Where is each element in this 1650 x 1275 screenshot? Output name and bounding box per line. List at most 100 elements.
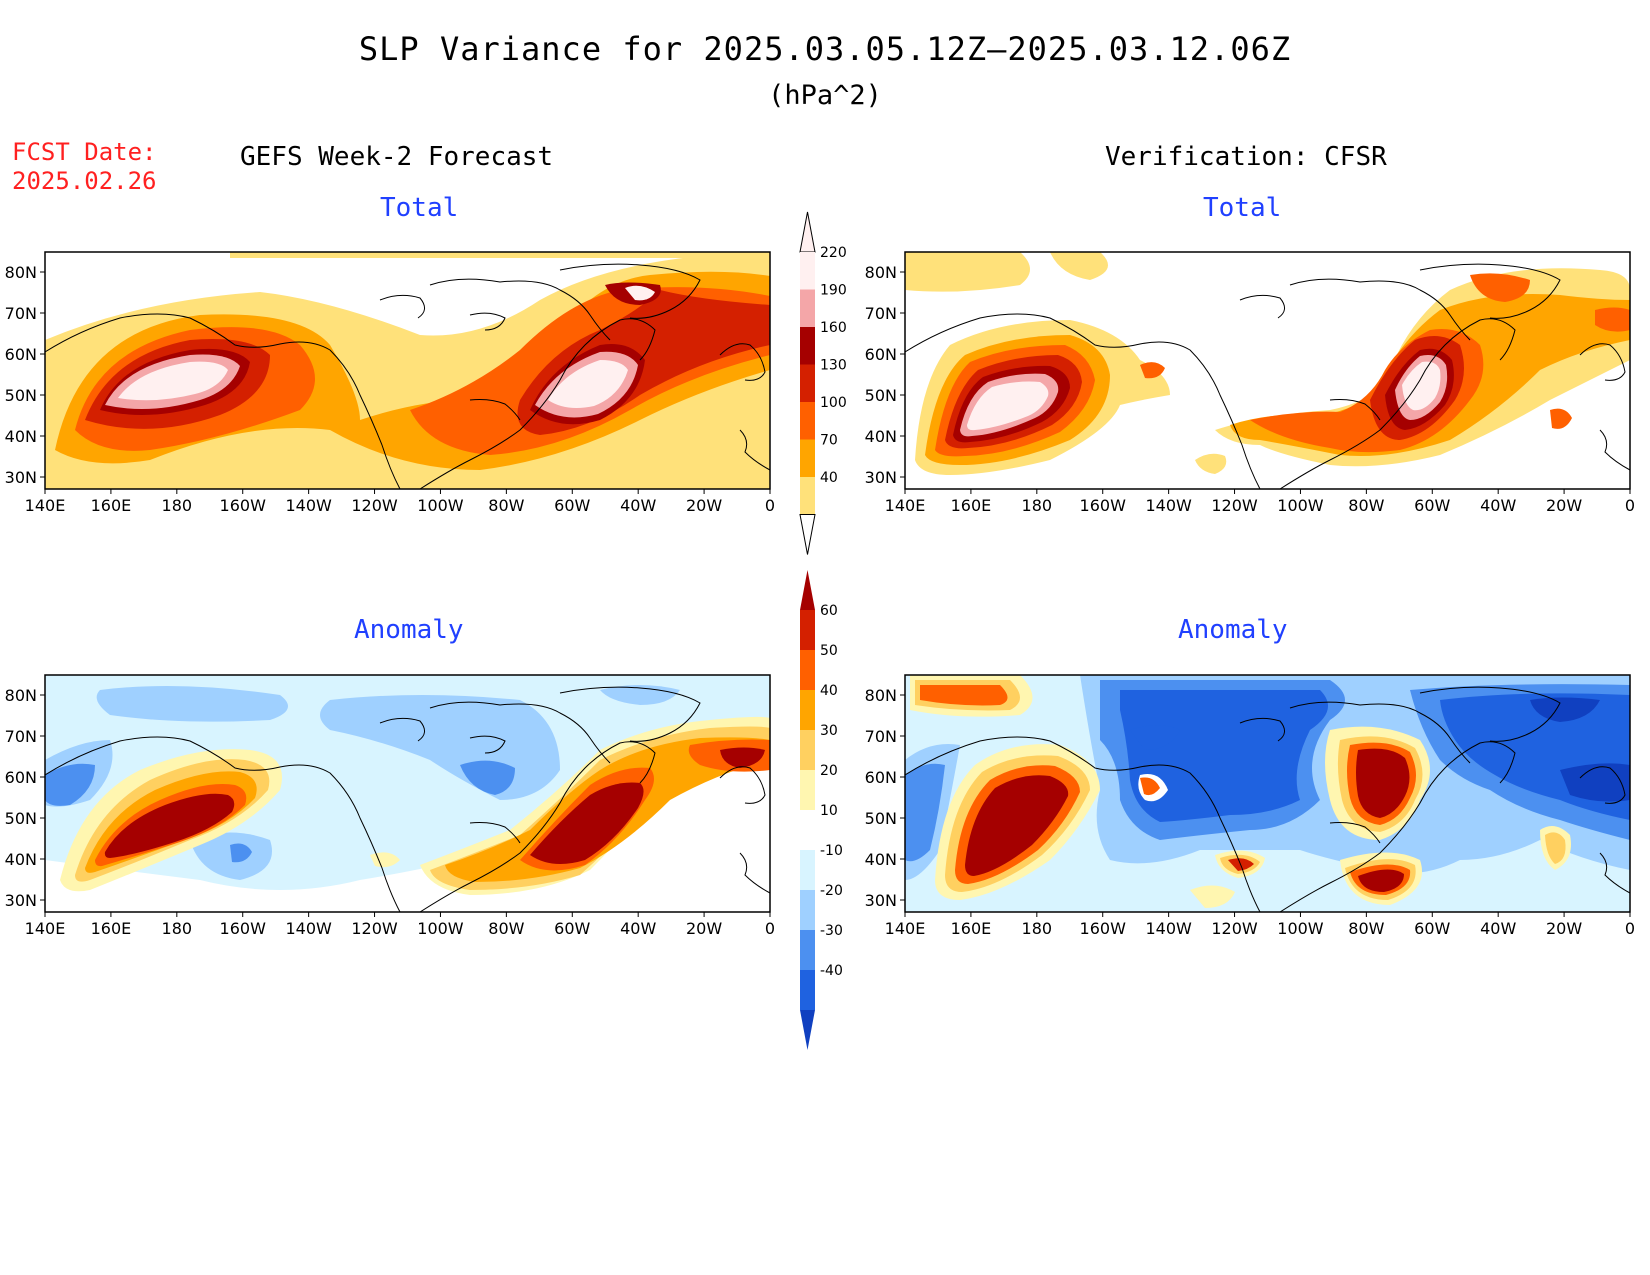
verification-total-lon-label: 120W xyxy=(1211,496,1258,515)
forecast-total-lat-label: 50N xyxy=(5,386,37,405)
verification-anomaly-lat-label: 30N xyxy=(865,891,897,910)
verification-anomaly-lat-label: 40N xyxy=(865,850,897,869)
verification-total-lat-label: 40N xyxy=(865,427,897,446)
verification-anomaly-lon-label: 160W xyxy=(1080,919,1127,938)
forecast-anomaly-lon-label: 60W xyxy=(554,919,590,938)
anomaly-colorbar-label: -40 xyxy=(820,963,843,979)
verification-anomaly-lon-label: 80W xyxy=(1348,919,1384,938)
total-colorbar-label: 40 xyxy=(820,470,838,486)
forecast-date-value: 2025.02.26 xyxy=(12,167,157,195)
total-colorbar-label: 220 xyxy=(820,245,847,261)
forecast-anomaly-lon-label: 120W xyxy=(351,919,398,938)
verification-column-title: Verification: CFSR xyxy=(1105,142,1387,172)
verification-total-lon-label: 140W xyxy=(1145,496,1192,515)
forecast-date: FCST Date: 2025.02.26 xyxy=(12,138,157,196)
anomaly-colorbar-label: 30 xyxy=(820,723,838,739)
verification-anomaly-lon-label: 40W xyxy=(1480,919,1516,938)
verification-anomaly-lat-label: 70N xyxy=(865,727,897,746)
forecast-total-title: Total xyxy=(380,193,459,223)
forecast-anomaly-lon-label: 160E xyxy=(91,919,132,938)
anomaly-colorbar-box xyxy=(800,610,815,650)
total-colorbar-label: 190 xyxy=(820,283,847,299)
forecast-total-lon-label: 20W xyxy=(686,496,722,515)
anomaly-colorbar: 60 50 40 30 20 10 -10 -20 -30 -40 xyxy=(800,570,843,1050)
anomaly-colorbar-label: 20 xyxy=(820,763,838,779)
anomaly-colorbar-label: -30 xyxy=(820,923,843,939)
anomaly-colorbar-box xyxy=(800,770,815,810)
total-colorbar-top-arrow xyxy=(799,211,816,253)
verification-anomaly-lon-label: 160E xyxy=(951,919,992,938)
verification-total-lon-label: 160E xyxy=(951,496,992,515)
anomaly-colorbar-box xyxy=(800,650,815,690)
forecast-total-lat-label: 40N xyxy=(5,427,37,446)
verification-anomaly-lon-label: 140E xyxy=(885,919,926,938)
page-title: SLP Variance for 2025.03.05.12Z–2025.03.… xyxy=(358,30,1292,68)
forecast-anomaly-lon-label: 20W xyxy=(686,919,722,938)
verification-total-lat-label: 50N xyxy=(865,386,897,405)
verification-anomaly-lon-label: 140W xyxy=(1145,919,1192,938)
forecast-total-lon-label: 0 xyxy=(765,496,775,515)
anomaly-colorbar-label: 50 xyxy=(820,643,838,659)
total-colorbar-box xyxy=(800,289,815,327)
verification-total-lon-label: 40W xyxy=(1480,496,1516,515)
verification-anomaly-lat-label: 60N xyxy=(865,768,897,787)
verification-anomaly-title: Anomaly xyxy=(1178,615,1288,645)
anomaly-colorbar-label: 40 xyxy=(820,683,838,699)
verification-total-lon-label: 160W xyxy=(1080,496,1127,515)
anomaly-colorbar-label: -20 xyxy=(820,883,843,899)
forecast-date-label: FCST Date: xyxy=(12,138,157,166)
forecast-anomaly-lon-label: 80W xyxy=(488,919,524,938)
forecast-total-lon-label: 100W xyxy=(417,496,464,515)
forecast-total-lon-label: 160W xyxy=(220,496,267,515)
anomaly-colorbar-box xyxy=(800,850,815,890)
total-colorbar-box xyxy=(800,252,815,290)
anomaly-colorbar-box xyxy=(800,970,815,1010)
verification-anomaly-map xyxy=(904,674,1631,913)
total-colorbar-label: 70 xyxy=(820,433,838,449)
forecast-total-lon-label: 160E xyxy=(91,496,132,515)
forecast-total-lon-label: 180 xyxy=(162,496,193,515)
total-colorbar-label: 130 xyxy=(820,358,847,374)
verification-total-lon-label: 0 xyxy=(1625,496,1635,515)
verification-total-lon-label: 20W xyxy=(1546,496,1582,515)
forecast-total-lat-label: 80N xyxy=(5,263,37,282)
verification-anomaly-lon-label: 120W xyxy=(1211,919,1258,938)
verification-total-lat-label: 30N xyxy=(865,468,897,487)
forecast-anomaly-lon-label: 160W xyxy=(220,919,267,938)
forecast-total-lon-label: 140W xyxy=(285,496,332,515)
forecast-anomaly-lat-label: 50N xyxy=(5,809,37,828)
verification-anomaly-lat-label: 80N xyxy=(865,686,897,705)
forecast-anomaly-lon-label: 140W xyxy=(285,919,332,938)
anomaly-colorbar-label: -10 xyxy=(820,843,843,859)
verification-total-lon-label: 180 xyxy=(1022,496,1053,515)
total-colorbar: 220 190 160 130 100 70 40 xyxy=(799,211,847,555)
forecast-column-title: GEFS Week-2 Forecast xyxy=(240,142,554,172)
forecast-anomaly-lat-label: 30N xyxy=(5,891,37,910)
forecast-total-lon-label: 140E xyxy=(25,496,66,515)
anomaly-colorbar-box xyxy=(800,730,815,770)
verification-anomaly-lon-label: 20W xyxy=(1546,919,1582,938)
anomaly-colorbar-top-arrow xyxy=(800,570,815,610)
forecast-total-lon-label: 60W xyxy=(554,496,590,515)
total-colorbar-box xyxy=(800,439,815,477)
anomaly-colorbar-box xyxy=(800,890,815,930)
forecast-anomaly-title: Anomaly xyxy=(354,615,464,645)
verification-total-lon-label: 80W xyxy=(1348,496,1384,515)
forecast-total-lon-label: 80W xyxy=(488,496,524,515)
anomaly-colorbar-box xyxy=(800,810,815,850)
forecast-anomaly-lon-label: 0 xyxy=(765,919,775,938)
forecast-total-lon-label: 120W xyxy=(351,496,398,515)
verification-anomaly-lon-label: 100W xyxy=(1277,919,1324,938)
verification-anomaly-lon-label: 0 xyxy=(1625,919,1635,938)
forecast-anomaly-lon-label: 40W xyxy=(620,919,656,938)
total-colorbar-box xyxy=(800,327,815,365)
verification-total-map xyxy=(904,251,1631,490)
forecast-anomaly-map xyxy=(44,674,771,913)
anomaly-colorbar-box xyxy=(800,930,815,970)
map-axes: 80N 70N 60N 50N 40N 30N 140E 160E 180 160W 140W 120… xyxy=(5,263,1635,938)
verification-anomaly-lat-label: 50N xyxy=(865,809,897,828)
forecast-anomaly-lat-label: 70N xyxy=(5,727,37,746)
forecast-total-map xyxy=(44,251,771,490)
total-colorbar-box xyxy=(800,402,815,440)
